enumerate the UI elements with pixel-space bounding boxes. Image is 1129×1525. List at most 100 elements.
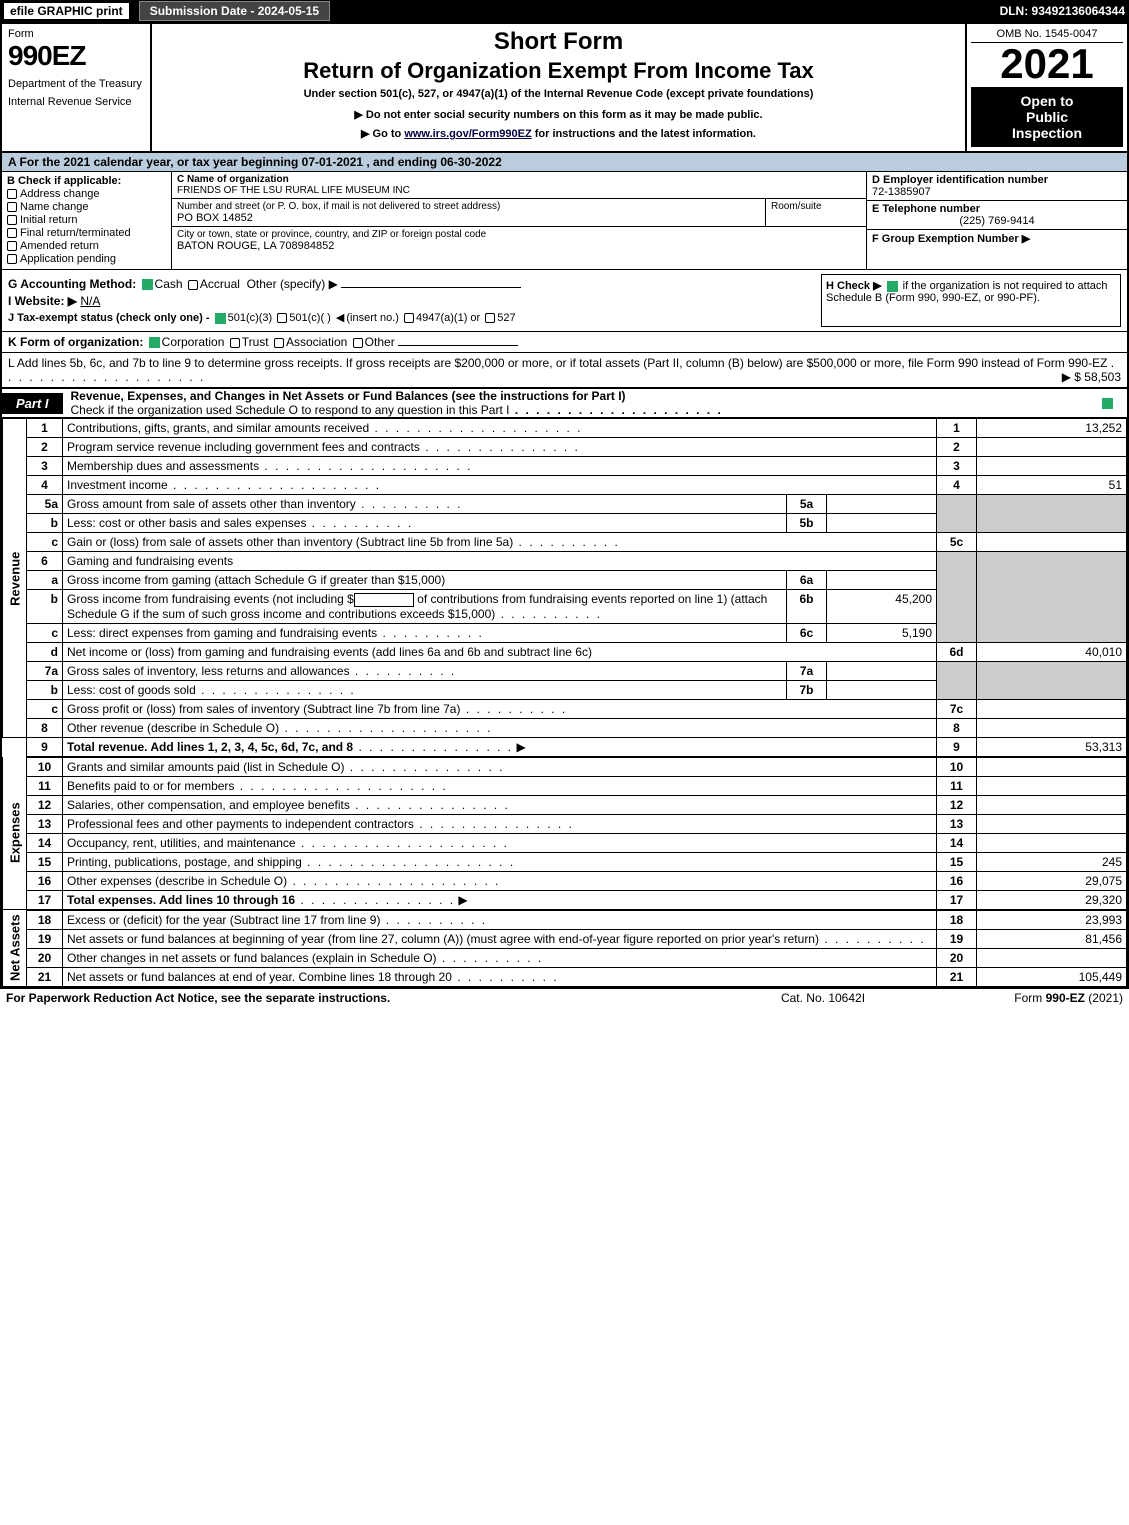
open-line2: Public xyxy=(975,109,1119,125)
row-k: K Form of organization: Corporation Trus… xyxy=(2,332,1127,353)
part-i-tab: Part I xyxy=(2,393,63,414)
k-o1: Corporation xyxy=(162,335,225,349)
checkbox-icon xyxy=(353,338,363,348)
section-bcdef: B Check if applicable: Address change Na… xyxy=(2,172,1127,270)
line-6d: dNet income or (loss) from gaming and fu… xyxy=(3,642,1127,661)
header-row: Form 990EZ Department of the Treasury In… xyxy=(2,24,1127,153)
header-right: OMB No. 1545-0047 2021 Open to Public In… xyxy=(967,24,1127,151)
short-form-title: Short Form xyxy=(160,28,957,56)
k-label: K Form of organization: xyxy=(8,335,143,349)
line-14: 14Occupancy, rent, utilities, and mainte… xyxy=(3,833,1127,852)
l-text: L Add lines 5b, 6c, and 7b to line 9 to … xyxy=(8,356,1107,370)
j-label: J Tax-exempt status (check only one) - xyxy=(8,312,210,324)
header-left: Form 990EZ Department of the Treasury In… xyxy=(2,24,152,151)
c-street-block: Number and street (or P. O. box, if mail… xyxy=(172,199,766,226)
line-3: 3Membership dues and assessments 3 xyxy=(3,457,1127,476)
goto-line: ▶ Go to www.irs.gov/Form990EZ for instru… xyxy=(160,127,957,140)
k-other-blank[interactable] xyxy=(398,345,518,346)
e-label: E Telephone number xyxy=(872,203,980,215)
line-17: 17Total expenses. Add lines 10 through 1… xyxy=(3,890,1127,909)
part-i-bar: Part I Revenue, Expenses, and Changes in… xyxy=(2,389,1127,418)
f-label: F Group Exemption Number ▶ xyxy=(872,233,1030,245)
g-accrual: Accrual xyxy=(200,277,240,291)
expenses-side-label: Expenses xyxy=(3,757,27,909)
6b-amount-box[interactable] xyxy=(354,593,414,607)
dln: DLN: 93492136064344 xyxy=(1000,4,1125,18)
line-13: 13Professional fees and other payments t… xyxy=(3,814,1127,833)
k-o2: Trust xyxy=(242,335,269,349)
open-line3: Inspection xyxy=(975,125,1119,141)
page-footer: For Paperwork Reduction Act Notice, see … xyxy=(0,989,1129,1007)
c-name: FRIENDS OF THE LSU RURAL LIFE MUSEUM INC xyxy=(177,185,861,196)
checkbox-icon xyxy=(277,313,287,323)
g-other-blank[interactable] xyxy=(341,287,521,288)
footer-right: Form 990-EZ (2021) xyxy=(923,991,1123,1005)
line-16: 16Other expenses (describe in Schedule O… xyxy=(3,871,1127,890)
c-name-label: C Name of organization xyxy=(177,174,861,185)
col-c: C Name of organization FRIENDS OF THE LS… xyxy=(172,172,867,269)
return-title: Return of Organization Exempt From Incom… xyxy=(160,58,957,84)
j-line: J Tax-exempt status (check only one) - 5… xyxy=(8,311,821,324)
ssn-note: ▶ Do not enter social security numbers o… xyxy=(160,108,957,121)
form-word: Form xyxy=(8,28,144,40)
b-opt-final[interactable]: Final return/terminated xyxy=(7,227,166,239)
c-city: BATON ROUGE, LA 708984852 xyxy=(177,240,861,252)
line-1: Revenue 1 Contributions, gifts, grants, … xyxy=(3,419,1127,438)
c-room-label: Room/suite xyxy=(771,201,861,212)
b-opt-pending[interactable]: Application pending xyxy=(7,253,166,265)
i-value: N/A xyxy=(80,294,100,308)
line-6: 6Gaming and fundraising events xyxy=(3,552,1127,571)
under-section: Under section 501(c), 527, or 4947(a)(1)… xyxy=(160,88,957,100)
g-line: G Accounting Method: Cash Accrual Other … xyxy=(8,277,821,291)
open-public-inspection: Open to Public Inspection xyxy=(971,87,1123,147)
netassets-table: Net Assets 18Excess or (deficit) for the… xyxy=(2,910,1127,987)
k-o3: Association xyxy=(286,335,347,349)
line-2: 2Program service revenue including gover… xyxy=(3,438,1127,457)
checkbox-icon xyxy=(188,280,198,290)
e-value: (225) 769-9414 xyxy=(872,215,1122,227)
e-block: E Telephone number (225) 769-9414 xyxy=(867,201,1127,230)
line-10: Expenses 10Grants and similar amounts pa… xyxy=(3,757,1127,776)
expenses-table: Expenses 10Grants and similar amounts pa… xyxy=(2,757,1127,910)
ghi-left: G Accounting Method: Cash Accrual Other … xyxy=(8,274,821,327)
row-a: A For the 2021 calendar year, or tax yea… xyxy=(2,153,1127,172)
dots-icon xyxy=(509,403,722,417)
top-bar: efile GRAPHIC print Submission Date - 20… xyxy=(0,0,1129,22)
check-filled-icon xyxy=(1102,398,1113,409)
checkbox-icon xyxy=(274,338,284,348)
c-street: PO BOX 14852 xyxy=(177,212,760,224)
l-amount: ▶ $ 58,503 xyxy=(1062,370,1121,384)
c-room-block: Room/suite xyxy=(766,199,866,226)
line-7c: cGross profit or (loss) from sales of in… xyxy=(3,699,1127,718)
i-label: I Website: ▶ xyxy=(8,294,77,308)
check-filled-icon xyxy=(149,337,160,348)
line-5c: cGain or (loss) from sale of assets othe… xyxy=(3,533,1127,552)
checkbox-icon xyxy=(7,202,17,212)
f-block: F Group Exemption Number ▶ xyxy=(867,230,1127,247)
checkbox-icon xyxy=(404,313,414,323)
revenue-table: Revenue 1 Contributions, gifts, grants, … xyxy=(2,418,1127,757)
triangle-left-icon xyxy=(334,312,346,324)
b-opt-amended[interactable]: Amended return xyxy=(7,240,166,252)
check-filled-icon xyxy=(215,313,226,324)
checkbox-icon xyxy=(7,215,17,225)
row-a-text: A For the 2021 calendar year, or tax yea… xyxy=(8,155,502,169)
line-5a: 5aGross amount from sale of assets other… xyxy=(3,495,1127,514)
h-label: H Check ▶ xyxy=(826,280,882,292)
b-opt-name[interactable]: Name change xyxy=(7,201,166,213)
line-18: Net Assets 18Excess or (deficit) for the… xyxy=(3,910,1127,929)
j-o1: 501(c)(3) xyxy=(228,312,273,324)
d-block: D Employer identification number 72-1385… xyxy=(867,172,1127,201)
b-opt-initial[interactable]: Initial return xyxy=(7,214,166,226)
b-opt-address[interactable]: Address change xyxy=(7,188,166,200)
submission-date: Submission Date - 2024-05-15 xyxy=(139,1,330,21)
i-line: I Website: ▶ N/A xyxy=(8,294,821,308)
goto-link[interactable]: www.irs.gov/Form990EZ xyxy=(404,128,531,140)
footer-left: For Paperwork Reduction Act Notice, see … xyxy=(6,991,723,1005)
line-11: 11Benefits paid to or for members11 xyxy=(3,776,1127,795)
goto-suffix: for instructions and the latest informat… xyxy=(532,128,756,140)
form-number: 990EZ xyxy=(8,40,144,72)
line-4: 4Investment income 451 xyxy=(3,476,1127,495)
line-7a: 7aGross sales of inventory, less returns… xyxy=(3,661,1127,680)
form-outer: Form 990EZ Department of the Treasury In… xyxy=(0,22,1129,989)
